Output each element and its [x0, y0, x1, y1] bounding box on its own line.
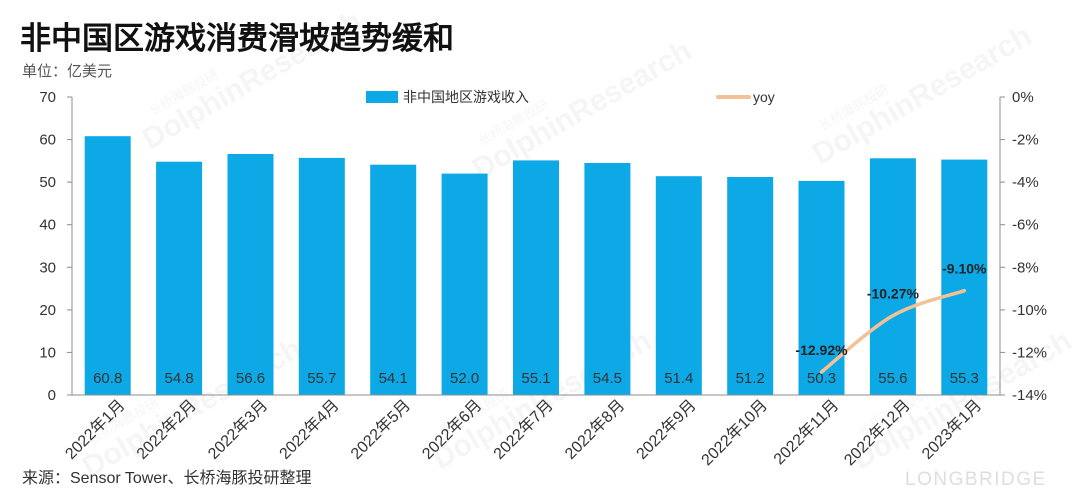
x-tick-label: 2022年9月: [633, 396, 700, 463]
y-right-tick-label: -12%: [1012, 344, 1047, 361]
yoy-value-label: -10.27%: [867, 286, 920, 302]
bar-value-label: 55.6: [878, 370, 907, 387]
y-right-tick-label: 0%: [1012, 89, 1034, 106]
bar: [584, 163, 631, 395]
bar-value-label: 50.3: [807, 370, 836, 387]
bar: [727, 177, 774, 395]
y-left-tick-label: 60: [39, 132, 56, 149]
y-left-tick-label: 70: [39, 89, 56, 106]
bar: [655, 176, 702, 395]
bar-value-label: 54.1: [379, 370, 408, 387]
x-tick-label: 2022年11月: [770, 396, 842, 468]
watermark-brand-en: DolphinResearch: [807, 19, 1037, 171]
bar-value-label: 60.8: [93, 370, 122, 387]
y-left-tick-label: 20: [39, 302, 56, 319]
legend-item-revenue: 非中国地区游戏收入: [366, 89, 529, 105]
x-tick-label: 2022年10月: [698, 396, 771, 469]
bar: [156, 161, 203, 395]
legend-item-yoy: yoy: [716, 89, 775, 105]
x-tick-label: 2022年8月: [561, 396, 628, 463]
bar-value-label: 56.6: [236, 370, 265, 387]
bar-value-label: 52.0: [450, 370, 479, 387]
y-left-tick-label: 30: [39, 259, 56, 276]
bar-value-label: 55.7: [307, 370, 336, 387]
x-tick-label: 2022年4月: [276, 396, 343, 463]
bar-value-label: 55.1: [521, 370, 550, 387]
yoy-value-label: -9.10%: [942, 261, 987, 277]
y-right-tick-label: -4%: [1012, 174, 1039, 191]
bar-value-label: 54.8: [164, 370, 193, 387]
chart-title: 非中国区游戏消费滑坡趋势缓和: [20, 21, 454, 56]
y-right-tick-label: -14%: [1012, 387, 1047, 404]
y-left-tick-label: 50: [39, 174, 56, 191]
unit-label: 单位：亿美元: [22, 63, 113, 80]
legend-label-yoy: yoy: [753, 89, 775, 105]
bar-value-label: 51.2: [736, 370, 765, 387]
bar: [298, 157, 345, 395]
source-note: 来源：Sensor Tower、长桥海豚投研整理: [22, 470, 312, 487]
bar: [513, 160, 559, 395]
x-tick-label: 2022年5月: [347, 396, 414, 463]
legend-label-revenue: 非中国地区游戏收入: [403, 89, 529, 105]
y-left-tick-label: 40: [39, 217, 56, 234]
bar-series: 60.8 54.8 56.6 55.7 54.1 52.0 55.1 54.5 51.4 51.2…: [84, 136, 988, 395]
y-right-tick-label: -6%: [1012, 217, 1039, 234]
bar-value-label: 54.5: [593, 370, 622, 387]
bar: [798, 180, 845, 395]
bar: [441, 173, 488, 395]
bar: [84, 136, 131, 395]
legend: 非中国地区游戏收入 yoy: [366, 89, 775, 105]
yoy-line: [819, 288, 967, 374]
axes: 0 10 20 30 40 50 60 70 -14% -12% -10% -8% -6% -4% -2% 0…: [39, 89, 1047, 404]
bar: [941, 159, 988, 395]
y-right-tick-label: -10%: [1012, 302, 1047, 319]
legend-swatch-revenue: [366, 91, 398, 103]
yoy-line-series: -12.92% -10.27% -9.10%: [795, 261, 987, 374]
y-right-tick-label: -8%: [1012, 259, 1039, 276]
bar: [227, 154, 274, 395]
y-left-tick-label: 10: [39, 344, 56, 361]
watermark-brand-en: DolphinResearch: [467, 34, 697, 186]
watermark-logo: LONGBRIDGE: [905, 469, 1047, 490]
bar-value-label: 55.3: [950, 370, 979, 387]
yoy-value-label: -12.92%: [795, 342, 848, 358]
bar-value-label: 51.4: [664, 370, 693, 387]
bar: [370, 164, 417, 395]
y-left-tick-label: 0: [48, 387, 56, 404]
bar: [869, 158, 916, 395]
y-right-tick-label: -2%: [1012, 132, 1039, 149]
